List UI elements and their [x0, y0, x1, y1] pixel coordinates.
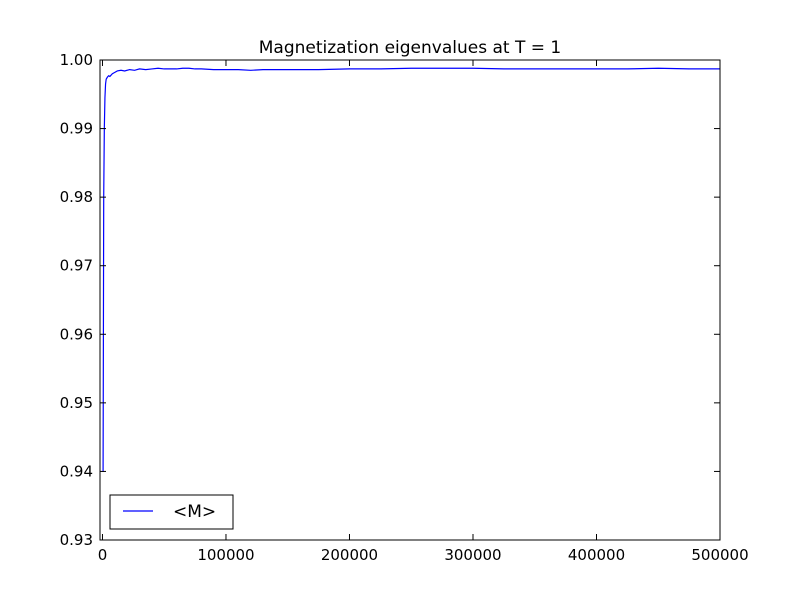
- x-tick-label: 0: [98, 546, 108, 564]
- y-tick-label: 1.00: [60, 51, 93, 69]
- x-tick-label: 400000: [568, 546, 625, 564]
- y-tick-label: 0.98: [60, 188, 93, 206]
- x-tick-label: 500000: [691, 546, 748, 564]
- chart-title: Magnetization eigenvalues at T = 1: [259, 38, 561, 58]
- x-axis: 0 100000 200000 300000 400000 500000: [98, 60, 749, 564]
- legend: <M>: [109, 494, 234, 530]
- x-tick-label: 100000: [197, 546, 254, 564]
- y-tick-label: 0.95: [60, 394, 93, 412]
- y-tick-label: 0.96: [60, 325, 93, 343]
- x-tick-label: 300000: [444, 546, 501, 564]
- y-tick-label: 0.94: [60, 462, 93, 480]
- series-line-0: [102, 67, 720, 473]
- legend-box: [109, 494, 234, 530]
- y-tick-label: 0.99: [60, 120, 93, 138]
- plot-area: [102, 67, 720, 473]
- legend-label: <M>: [173, 502, 216, 522]
- axes-frame: [99, 59, 721, 541]
- y-axis: 0.93 0.94 0.95 0.96 0.97 0.98 0.99 1.00: [60, 51, 720, 549]
- y-tick-label: 0.97: [60, 257, 93, 275]
- x-tick-label: 200000: [321, 546, 378, 564]
- y-tick-label: 0.93: [60, 531, 93, 549]
